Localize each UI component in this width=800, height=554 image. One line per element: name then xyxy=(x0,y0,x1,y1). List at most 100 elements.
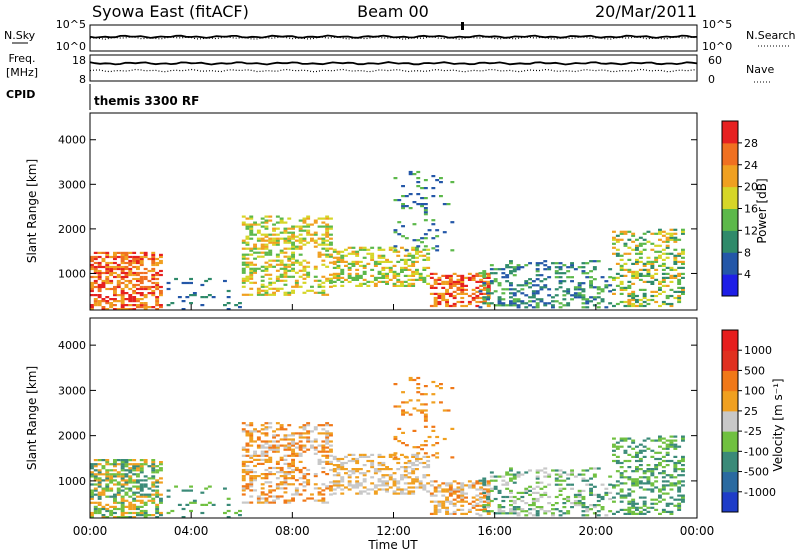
power-cell xyxy=(543,264,548,267)
power-cell xyxy=(489,282,494,285)
power-cell xyxy=(181,300,186,303)
velocity-cell xyxy=(139,509,144,513)
power-cell xyxy=(520,284,525,287)
velocity-cell xyxy=(665,453,670,456)
power-cell xyxy=(448,294,453,298)
power-cell xyxy=(486,272,491,275)
power-cell xyxy=(631,282,636,285)
velocity-cell xyxy=(661,492,666,495)
power-cell xyxy=(400,246,404,249)
power-cell xyxy=(136,271,140,275)
power-cell xyxy=(509,296,513,299)
power-cell xyxy=(460,288,465,291)
power-cell xyxy=(317,291,322,294)
power-cell xyxy=(669,232,674,235)
velocity-cell xyxy=(654,457,659,461)
velocity-cell xyxy=(377,488,382,491)
velocity-cell xyxy=(355,486,360,489)
power-cell xyxy=(298,241,303,244)
power-cell xyxy=(512,268,517,271)
velocity-cell xyxy=(627,478,632,481)
velocity-cell xyxy=(512,506,517,509)
power-cell xyxy=(321,293,326,296)
velocity-cell xyxy=(139,467,144,470)
velocity-cell xyxy=(608,483,613,486)
power-cell xyxy=(475,272,480,275)
velocity-cell xyxy=(336,472,341,475)
velocity-cell xyxy=(638,451,643,454)
velocity-cell xyxy=(264,440,269,443)
velocity-cell xyxy=(101,467,106,470)
power-cell xyxy=(151,275,156,279)
velocity-cell xyxy=(650,502,655,505)
velocity-cell xyxy=(566,510,571,513)
power-cell xyxy=(411,246,416,249)
power-cell xyxy=(658,280,662,283)
power-cell xyxy=(460,304,465,308)
power-cell xyxy=(396,284,401,287)
velocity-cell xyxy=(673,461,678,465)
power-cell xyxy=(109,265,114,269)
velocity-cell xyxy=(415,453,419,456)
power-cell xyxy=(377,276,382,279)
velocity-cell xyxy=(393,405,398,408)
power-cell xyxy=(489,302,494,305)
power-cell xyxy=(166,281,171,285)
velocity-cell xyxy=(200,511,205,515)
power-cell xyxy=(423,207,428,210)
velocity-cell xyxy=(272,448,276,451)
velocity-cell xyxy=(97,483,102,486)
velocity-cell xyxy=(155,505,160,508)
velocity-cell xyxy=(460,498,465,501)
power-cell xyxy=(535,264,540,267)
velocity-cell xyxy=(124,473,129,476)
power-cell xyxy=(566,266,571,269)
power-cell xyxy=(478,306,483,309)
power-cell xyxy=(423,213,428,216)
velocity-cell xyxy=(661,484,666,487)
velocity-cell xyxy=(558,479,563,482)
power-cell xyxy=(351,276,356,279)
power-cell xyxy=(627,246,632,249)
velocity-cell xyxy=(105,463,110,466)
velocity-cell xyxy=(245,444,250,447)
velocity-cell xyxy=(661,447,666,450)
velocity-cell xyxy=(325,462,330,465)
power-cell xyxy=(581,282,586,285)
power-cell xyxy=(336,252,341,255)
velocity-cell xyxy=(256,495,261,498)
velocity-cell xyxy=(483,488,487,491)
power-cell xyxy=(279,287,284,290)
power-cell xyxy=(433,296,438,300)
velocity-cell xyxy=(136,485,140,488)
velocity-cell xyxy=(313,475,318,478)
velocity-cell xyxy=(581,489,586,492)
power-cell xyxy=(93,267,98,271)
velocity-cell xyxy=(329,485,333,488)
power-cell xyxy=(638,288,643,291)
power-cell xyxy=(97,277,102,281)
power-cell xyxy=(596,296,601,299)
power-cell xyxy=(516,306,521,309)
power-cell xyxy=(408,193,413,196)
velocity-cell xyxy=(332,480,337,483)
velocity-cell xyxy=(101,459,106,462)
velocity-ytick-label: 4000 xyxy=(58,339,86,352)
power-cell xyxy=(136,257,140,261)
power-cell xyxy=(124,308,129,311)
power-cell xyxy=(249,215,254,218)
power-cell xyxy=(483,292,487,295)
power-cell xyxy=(362,246,367,249)
velocity-cell xyxy=(516,508,521,511)
power-cell xyxy=(124,292,129,295)
velocity-cell xyxy=(596,499,601,503)
power-cell xyxy=(283,293,288,296)
velocity-cell xyxy=(97,477,102,480)
velocity-cell xyxy=(400,488,404,491)
power-cell xyxy=(650,260,655,263)
power-cell xyxy=(116,300,121,303)
velocity-cell xyxy=(407,476,412,479)
velocity-cell xyxy=(638,443,643,446)
velocity-cell xyxy=(396,457,401,461)
